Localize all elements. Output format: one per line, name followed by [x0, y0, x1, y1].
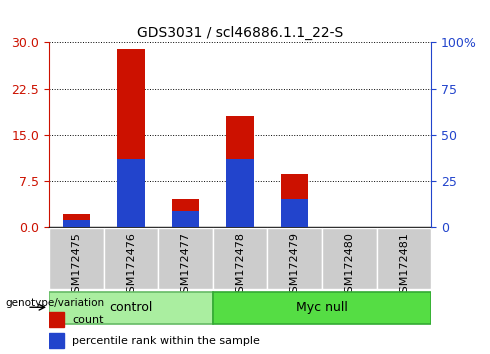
Bar [226, 116, 254, 227]
Text: percentile rank within the sample: percentile rank within the sample [72, 336, 260, 346]
Bar [172, 199, 199, 227]
Text: control: control [109, 301, 152, 314]
FancyBboxPatch shape [49, 292, 213, 324]
Text: Myc null: Myc null [296, 301, 348, 314]
Bar [49, 333, 64, 348]
Bar [281, 175, 308, 227]
Bar [63, 220, 90, 227]
Text: count: count [72, 315, 103, 325]
Bar [117, 48, 145, 227]
FancyBboxPatch shape [268, 228, 322, 289]
Bar [226, 159, 254, 227]
Text: GSM172477: GSM172477 [180, 232, 191, 299]
Bar [281, 199, 308, 227]
Title: GDS3031 / scl46886.1.1_22-S: GDS3031 / scl46886.1.1_22-S [137, 26, 343, 40]
FancyBboxPatch shape [158, 228, 213, 289]
FancyBboxPatch shape [103, 228, 158, 289]
FancyBboxPatch shape [377, 228, 431, 289]
Bar [63, 214, 90, 227]
Text: GSM172479: GSM172479 [290, 232, 300, 299]
Text: GSM172476: GSM172476 [126, 232, 136, 299]
FancyBboxPatch shape [213, 292, 431, 324]
Bar [49, 312, 64, 327]
Bar [172, 211, 199, 227]
FancyBboxPatch shape [322, 228, 377, 289]
Text: GSM172478: GSM172478 [235, 232, 245, 299]
Text: GSM172480: GSM172480 [344, 232, 354, 299]
Text: GSM172475: GSM172475 [72, 232, 81, 299]
Text: GSM172481: GSM172481 [399, 232, 409, 299]
Text: genotype/variation: genotype/variation [5, 298, 104, 308]
FancyBboxPatch shape [49, 228, 103, 289]
Bar [117, 159, 145, 227]
FancyBboxPatch shape [213, 228, 268, 289]
